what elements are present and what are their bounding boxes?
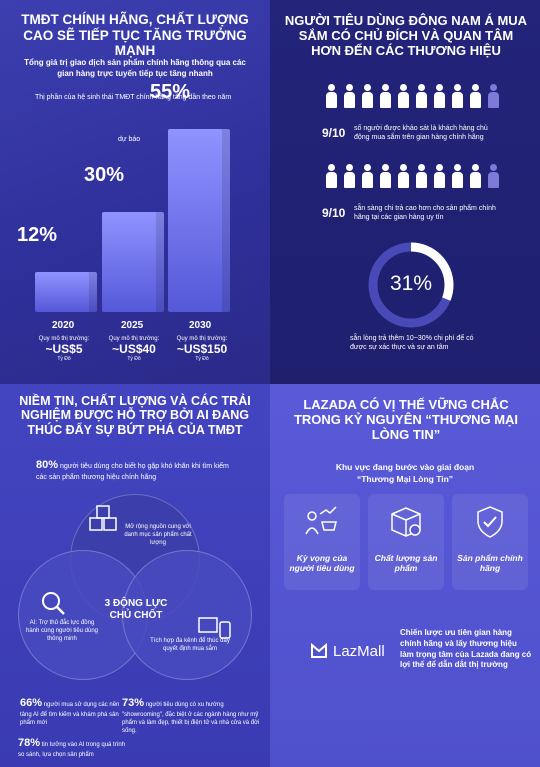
- market-growth-title: TMĐT CHÍNH HÃNG, CHẤT LƯỢNG CAO SẼ TIẾP …: [21, 12, 249, 59]
- stat-80-value: 80%: [36, 459, 59, 471]
- people-row-2: [325, 164, 500, 188]
- stat-73-text: người tiêu dùng có xu hướng "showrooming…: [122, 702, 260, 735]
- person-icon: [487, 84, 500, 108]
- person-icon: [451, 84, 464, 108]
- person-icon: [433, 164, 446, 188]
- card-consumer-expectation: Kỳ vọng của người tiêu dùng: [284, 494, 360, 590]
- lazada-title: LAZADA CÓ VỊ THẾ VỮNG CHẮC TRONG KỶ NGUY…: [293, 397, 519, 442]
- lazada-subtitle-line2: “Thương Mại Lòng Tin”: [356, 473, 454, 484]
- donut-arc: [368, 242, 454, 328]
- stat-value-1: 9/10: [322, 126, 346, 140]
- market-size-unit: Tỷ Đô: [195, 356, 209, 362]
- market-size-2025: Quy mô thị trường: ~US$40 Tỷ Đô: [104, 336, 164, 362]
- lazada-subtitle: Khu vực đang bước vào giai đoạn “Thương …: [270, 462, 540, 486]
- donut-chart: [368, 242, 454, 328]
- market-size-value: ~US$40: [112, 342, 156, 356]
- market-size-2020: Quy mô thị trường: ~US$5 Tỷ Đô: [34, 336, 94, 362]
- market-size-unit: Tỷ Đô: [57, 356, 71, 362]
- stat-66: 66% người mua sử dụng các nền tảng AI để…: [20, 696, 120, 727]
- market-size-2030: Quy mô thị trường: ~US$150 Tỷ Đô: [172, 336, 232, 362]
- market-size-label: Quy mô thị trường:: [108, 336, 160, 342]
- ai-trust-panel: NIỀM TIN, CHẤT LƯỢNG VÀ CÁC TRẢI NGHIỆM …: [0, 384, 270, 767]
- ai-trust-title: NIỀM TIN, CHẤT LƯỢNG VÀ CÁC TRẢI NGHIỆM …: [19, 394, 251, 437]
- stat-80: 80% người tiêu dùng cho biết họ gặp khó …: [36, 458, 241, 482]
- donut-text: sẵn lòng trả thêm 10~30% chi phí để có đ…: [350, 335, 474, 352]
- value-label-2030: 55%: [150, 80, 191, 103]
- forecast-label: dự báo: [118, 136, 141, 143]
- stat-78-value: 78%: [18, 737, 41, 749]
- consumer-cart-icon: [305, 506, 337, 535]
- person-icon: [361, 84, 374, 108]
- person-icon: [487, 164, 500, 188]
- card-label-consumer: Kỳ vọng của người tiêu dùng: [289, 553, 355, 573]
- person-icon: [397, 164, 410, 188]
- bar-2025: [102, 212, 164, 312]
- card-label-quality: Chất lượng sản phẩm: [374, 553, 438, 573]
- venn-top-text: Mở rộng nguồn cung với danh mục sản phẩm…: [124, 524, 192, 546]
- year-label-2030: 2030: [189, 320, 212, 331]
- stat-66-text: người mua sử dụng các nền tảng AI để tìm…: [20, 702, 120, 726]
- market-size-label: Quy mô thị trường:: [38, 336, 90, 342]
- market-size-label: Quy mô thị trường:: [176, 336, 228, 342]
- person-icon: [469, 84, 482, 108]
- person-icon: [397, 84, 410, 108]
- lazada-subtitle-line1: Khu vực đang bước vào giai đoạn: [335, 462, 475, 472]
- person-icon: [379, 84, 392, 108]
- stat-73-value: 73%: [122, 697, 145, 709]
- consumer-panel: NGƯỜI TIÊU DÙNG ĐÔNG NAM Á MUA SẮM CÓ CH…: [270, 0, 540, 384]
- value-label-2020: 12%: [17, 224, 58, 246]
- boxes-icon: [89, 505, 117, 531]
- market-size-value: ~US$150: [176, 342, 228, 356]
- person-icon: [379, 164, 392, 188]
- card-label-authentic: Sản phẩm chính hãng: [457, 553, 523, 573]
- market-growth-panel: TMĐT CHÍNH HÃNG, CHẤT LƯỢNG CAO SẼ TIẾP …: [0, 0, 270, 384]
- donut-value: 31%: [389, 272, 433, 295]
- stat-80-text: người tiêu dùng cho biết họ gặp khó khăn…: [36, 463, 229, 481]
- omnichannel-icon: [198, 617, 231, 639]
- shield-check-icon: [477, 506, 503, 538]
- venn-left-text: AI: Trợ thủ đắc lực đồng hành cùng người…: [26, 620, 99, 642]
- stat-text-1: số người được khảo sát là khách hàng chủ…: [354, 125, 488, 142]
- person-icon: [433, 84, 446, 108]
- lazmall-logo-text: LazMall: [333, 642, 385, 660]
- lazmall-logo: LazMall: [310, 642, 385, 660]
- year-label-2020: 2020: [52, 320, 75, 331]
- person-icon: [325, 164, 338, 188]
- person-icon: [343, 164, 356, 188]
- stat-value-2: 9/10: [322, 206, 346, 220]
- value-label-2025: 30%: [84, 164, 125, 186]
- ai-search-icon: [42, 592, 65, 615]
- lazada-strategy-text: Chiến lược ưu tiên gian hàng chính hãng …: [400, 628, 532, 670]
- venn-right-text: Tích hợp đa kênh để thúc đẩy quyết định …: [150, 638, 230, 652]
- bar-2030: [168, 128, 230, 312]
- person-icon: [361, 164, 374, 188]
- year-label-2025: 2025: [121, 320, 144, 331]
- card-product-quality: Chất lượng sản phẩm: [368, 494, 444, 590]
- people-row-1: [325, 84, 500, 108]
- person-icon: [469, 164, 482, 188]
- stat-78-text: tin tưởng vào AI trong quá trình so sánh…: [18, 742, 126, 758]
- market-size-value: ~US$5: [45, 342, 83, 356]
- bar-2020: [35, 272, 97, 312]
- person-icon: [415, 84, 428, 108]
- box-quality-icon: [391, 507, 421, 537]
- stat-78: 78% tin tưởng vào AI trong quá trình so …: [18, 736, 128, 759]
- lazada-panel: LAZADA CÓ VỊ THẾ VỮNG CHẮC TRONG KỶ NGUY…: [270, 384, 540, 767]
- consumer-title: NGƯỜI TIÊU DÙNG ĐÔNG NAM Á MUA SẮM CÓ CH…: [284, 13, 528, 58]
- market-size-unit: Tỷ Đô: [127, 356, 141, 362]
- stat-text-2: sẵn sàng chi trả cao hơn cho sản phẩm ch…: [354, 205, 496, 222]
- market-share-note: Thị phần của hệ sinh thái TMĐT chính hãn…: [35, 94, 232, 101]
- market-growth-subtitle: Tổng giá trị giao dịch sản phẩm chính hã…: [24, 58, 246, 78]
- venn-center-label: 3 ĐỘNG LỰC CHỦ CHỐT: [104, 598, 168, 621]
- person-icon: [451, 164, 464, 188]
- stat-73: 73% người tiêu dùng có xu hướng "showroo…: [122, 696, 262, 735]
- card-authentic-product: Sản phẩm chính hãng: [452, 494, 528, 590]
- lazmall-logo-icon: [311, 642, 327, 658]
- person-icon: [415, 164, 428, 188]
- stat-66-value: 66%: [20, 697, 43, 709]
- venn-circle-right: [122, 550, 252, 680]
- person-icon: [325, 84, 338, 108]
- person-icon: [343, 84, 356, 108]
